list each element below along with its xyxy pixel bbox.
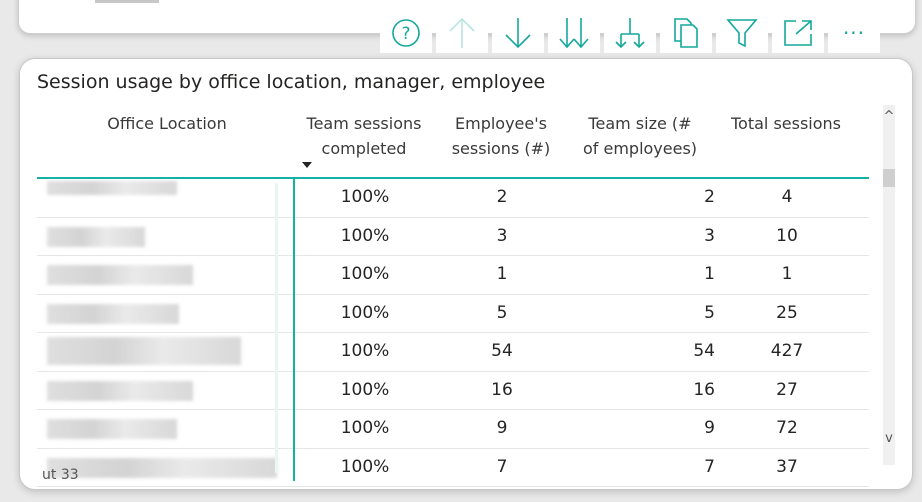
team-size-cell: 5 — [704, 302, 715, 323]
office-location-cell — [37, 449, 293, 487]
total-sessions-cell: 4 — [781, 187, 793, 207]
table-row[interactable]: 100% 1 1 1 — [37, 256, 869, 295]
column-header-employee-sessions[interactable]: Employee's sessions (#) — [451, 114, 551, 158]
svg-text:?: ? — [401, 24, 410, 44]
arrow-up-icon — [449, 17, 475, 48]
table-row[interactable]: 100% 16 16 27 — [37, 372, 869, 410]
focus-mode-icon — [784, 20, 812, 46]
team-size-cell: 3 — [704, 225, 715, 246]
vertical-scrollbar[interactable] — [883, 105, 895, 465]
copy-visual-button[interactable] — [660, 13, 712, 53]
table-row[interactable]: 100% 7 7 37 — [37, 449, 869, 487]
employee-sessions-cell: 1 — [496, 264, 508, 284]
total-sessions-cell: 37 — [776, 456, 798, 477]
data-table: Office Location Team sessions completed … — [37, 107, 869, 487]
employee-sessions-cell: 7 — [496, 456, 508, 477]
column-header-total-sessions[interactable]: Total sessions — [730, 114, 841, 133]
table-header-row: Office Location Team sessions completed … — [37, 107, 869, 179]
table-row[interactable]: 100% 54 54 427 — [37, 333, 869, 372]
more-options-button[interactable]: ··· — [828, 13, 880, 53]
filter-icon — [726, 19, 758, 48]
employee-sessions-cell: 2 — [496, 187, 508, 207]
expand-hierarchy-icon — [615, 18, 645, 49]
column-header-office-location[interactable]: Office Location — [107, 114, 227, 133]
visual-header-toolbar: ? — [380, 13, 880, 53]
total-sessions-cell: 427 — [770, 341, 804, 361]
employee-sessions-cell: 16 — [491, 379, 513, 400]
office-location-cell — [37, 372, 293, 410]
go-to-next-level-button[interactable] — [548, 13, 600, 53]
table-row[interactable]: 100% 5 5 25 — [37, 295, 869, 333]
total-sessions-cell: 72 — [776, 418, 798, 438]
employee-sessions-cell: 9 — [496, 418, 508, 438]
team-sessions-cell: 100% — [340, 456, 390, 477]
row-header-divider — [293, 177, 295, 481]
total-sessions-cell: 1 — [781, 264, 793, 284]
help-button[interactable]: ? — [380, 13, 432, 53]
table-row[interactable]: 100% 2 2 4 — [37, 179, 869, 218]
team-sessions-cell: 100% — [340, 225, 390, 246]
team-size-cell: 2 — [704, 187, 715, 207]
team-sessions-cell: 100% — [340, 418, 390, 438]
scroll-down-icon[interactable]: v — [885, 431, 893, 446]
employee-sessions-cell: 5 — [496, 302, 508, 323]
total-sessions-cell: 27 — [776, 379, 798, 400]
team-sessions-cell: 100% — [340, 187, 390, 207]
help-icon: ? — [392, 19, 420, 47]
drill-up-button[interactable] — [436, 13, 488, 53]
office-location-cell — [37, 410, 293, 448]
row-header-divider-light — [275, 183, 278, 473]
office-location-cell — [37, 218, 293, 256]
team-sessions-cell: 100% — [340, 302, 390, 323]
team-size-cell: 9 — [704, 418, 715, 438]
table-body: 100% 2 2 4 100% 3 3 10 100% 1 1 1 1 — [37, 179, 869, 487]
table-visual-card[interactable]: Session usage by office location, manage… — [19, 58, 913, 490]
drill-down-button[interactable] — [492, 13, 544, 53]
team-sessions-cell: 100% — [340, 379, 390, 400]
total-sessions-cell: 25 — [776, 302, 798, 323]
office-location-cell — [37, 179, 293, 217]
employee-sessions-cell: 54 — [491, 341, 513, 361]
arrow-down-icon — [505, 18, 531, 49]
filter-button[interactable] — [716, 13, 768, 53]
copy-icon — [674, 18, 698, 48]
vertical-scrollbar-thumb[interactable] — [883, 169, 895, 187]
team-sessions-cell: 100% — [340, 264, 390, 284]
team-size-cell: 16 — [693, 379, 715, 400]
table-row[interactable]: 100% 9 9 72 — [37, 410, 869, 449]
employee-sessions-cell: 3 — [496, 225, 508, 246]
scroll-up-icon[interactable]: ^ — [883, 109, 895, 124]
column-header-team-size[interactable]: Team size (# of employees) — [582, 114, 698, 158]
team-size-cell: 54 — [693, 341, 715, 361]
column-header-team-sessions-completed[interactable]: Team sessions completed — [306, 114, 422, 158]
team-sessions-cell: 100% — [340, 341, 390, 361]
more-options-icon: ··· — [842, 21, 866, 45]
table-row[interactable]: 100% 3 3 10 — [37, 218, 869, 256]
team-size-cell: 7 — [704, 456, 715, 477]
office-location-cell — [37, 256, 293, 294]
partial-row-label: ut 33 — [42, 467, 79, 483]
office-location-cell — [37, 333, 293, 371]
office-location-cell — [37, 295, 293, 333]
expand-next-level-button[interactable] — [604, 13, 656, 53]
team-size-cell: 1 — [704, 264, 715, 284]
sort-descending-icon — [302, 162, 312, 168]
focus-mode-button[interactable] — [772, 13, 824, 53]
horizontal-scrollbar-thumb[interactable] — [95, 0, 159, 3]
total-sessions-cell: 10 — [776, 225, 798, 246]
double-arrow-down-icon — [559, 18, 589, 49]
visual-title: Session usage by office location, manage… — [37, 71, 546, 93]
